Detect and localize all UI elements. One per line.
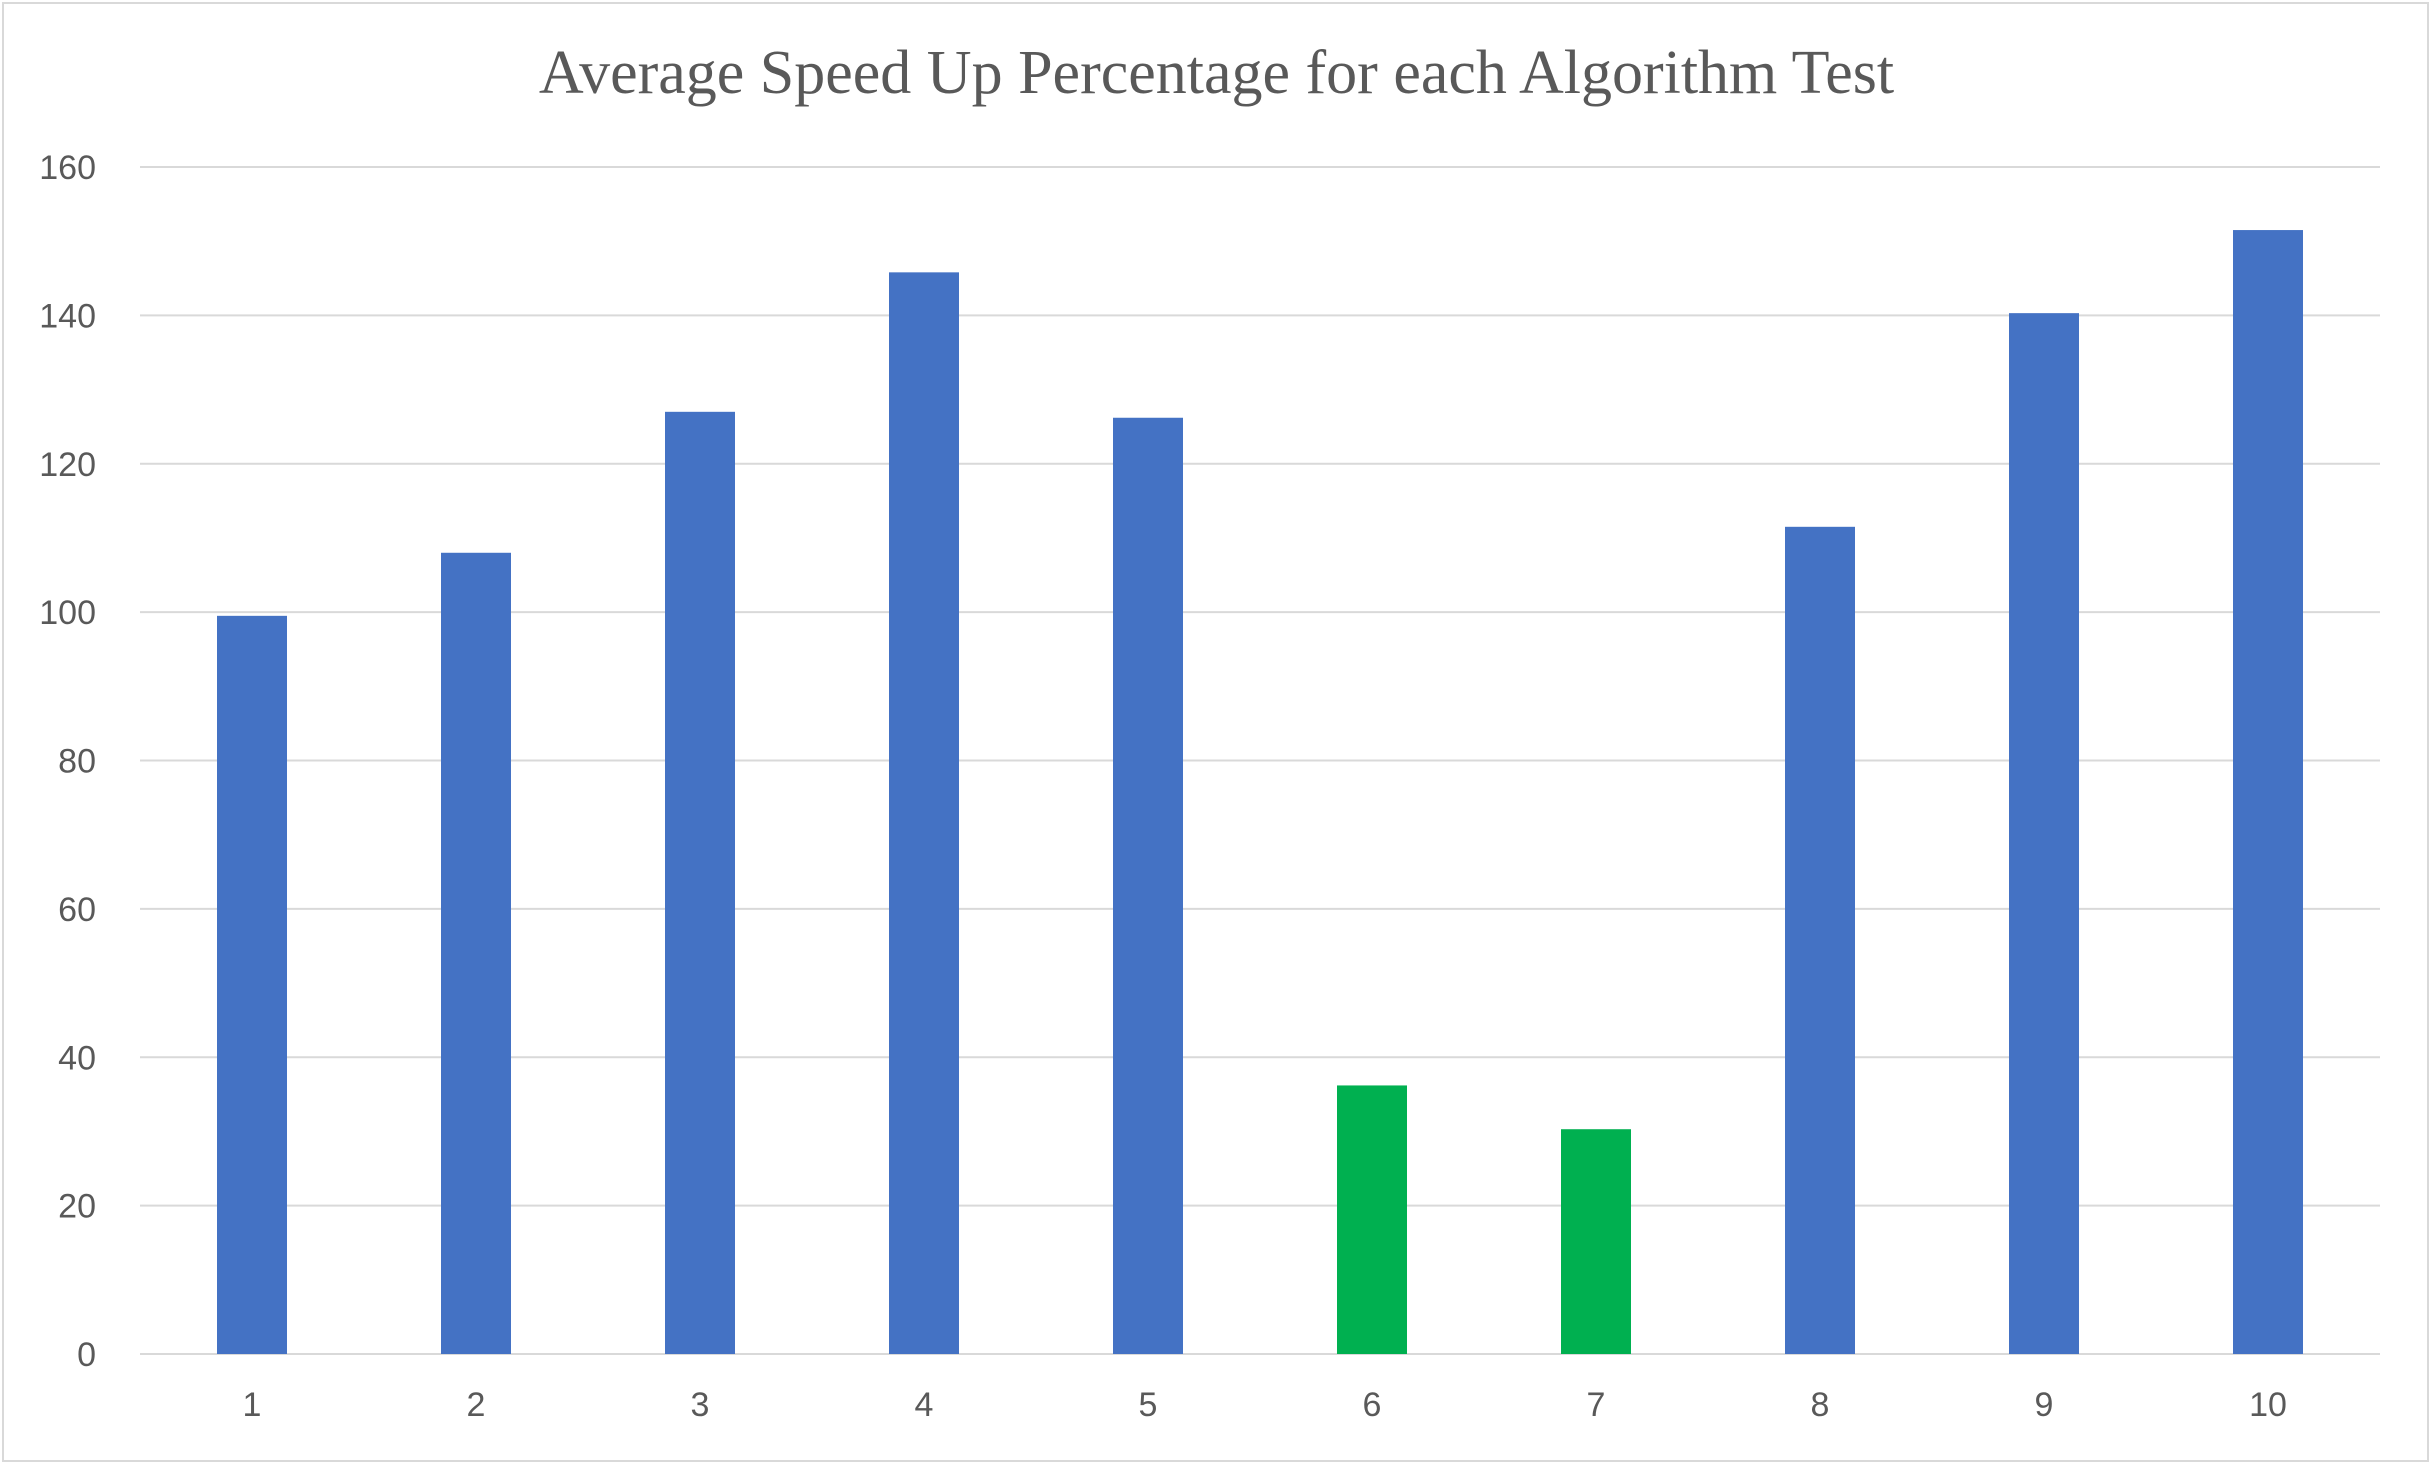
chart-title: Average Speed Up Percentage for each Alg… (538, 39, 1895, 107)
y-tick-label: 20 (58, 1188, 96, 1226)
y-axis: 0 20 40 60 80 100 120 140 160 (39, 149, 96, 1374)
bar-3 (665, 411, 735, 1355)
y-tick-label: 120 (39, 446, 96, 484)
y-tick-label: 80 (58, 743, 96, 781)
x-tick-label: 3 (691, 1386, 710, 1424)
bar-7 (1561, 1129, 1631, 1354)
y-tick-label: 160 (39, 149, 96, 187)
x-tick-label: 6 (1363, 1386, 1382, 1424)
x-tick-label: 4 (915, 1386, 934, 1424)
bar-8 (1785, 526, 1855, 1354)
bar-9 (2009, 313, 2079, 1354)
x-tick-label: 9 (2035, 1386, 2054, 1424)
x-tick-label: 5 (1139, 1386, 1158, 1424)
x-tick-label: 7 (1587, 1386, 1606, 1424)
x-axis: 1 2 3 4 5 6 7 8 9 10 (243, 1386, 2287, 1424)
x-tick-label: 1 (243, 1386, 262, 1424)
gridlines (140, 166, 2380, 1355)
x-tick-label: 2 (467, 1386, 486, 1424)
y-tick-label: 100 (39, 594, 96, 632)
x-tick-label: 8 (1811, 1386, 1830, 1424)
bars (217, 230, 2303, 1355)
bar-1 (217, 615, 287, 1354)
y-tick-label: 0 (77, 1336, 96, 1374)
bar-4 (889, 272, 959, 1355)
bar-10 (2233, 230, 2303, 1355)
bar-6 (1337, 1085, 1407, 1354)
bar-5 (1113, 417, 1183, 1354)
x-tick-label: 10 (2249, 1386, 2287, 1424)
y-tick-label: 60 (58, 891, 96, 929)
y-tick-label: 140 (39, 297, 96, 335)
bar-2 (441, 552, 511, 1354)
y-tick-label: 40 (58, 1039, 96, 1077)
